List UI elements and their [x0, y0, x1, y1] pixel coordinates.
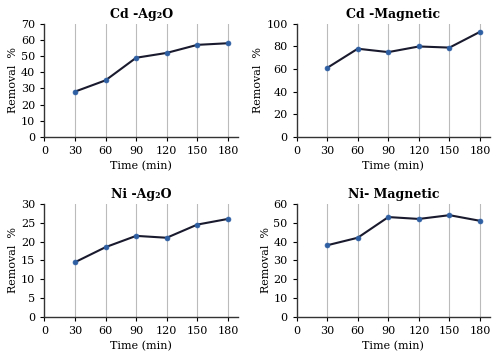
Y-axis label: Removal  %: Removal %: [254, 47, 264, 113]
Y-axis label: Removal  %: Removal %: [260, 227, 270, 293]
Title: Cd -Ag₂O: Cd -Ag₂O: [110, 8, 173, 21]
Y-axis label: Removal  %: Removal %: [8, 47, 18, 113]
X-axis label: Time (min): Time (min): [110, 161, 172, 172]
X-axis label: Time (min): Time (min): [362, 341, 424, 352]
Title: Ni- Magnetic: Ni- Magnetic: [348, 188, 439, 201]
Title: Cd -Magnetic: Cd -Magnetic: [346, 8, 440, 21]
Title: Ni -Ag₂O: Ni -Ag₂O: [111, 188, 172, 201]
X-axis label: Time (min): Time (min): [362, 161, 424, 172]
Y-axis label: Removal  %: Removal %: [8, 227, 18, 293]
X-axis label: Time (min): Time (min): [110, 341, 172, 352]
